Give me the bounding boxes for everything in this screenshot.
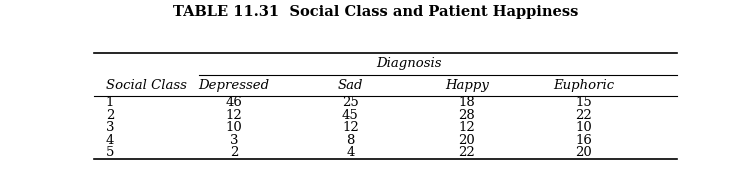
Text: 15: 15 — [575, 96, 592, 109]
Text: 2: 2 — [229, 146, 238, 159]
Text: 25: 25 — [342, 96, 359, 109]
Text: 3: 3 — [105, 121, 114, 134]
Text: Happy: Happy — [445, 79, 489, 92]
Text: 1: 1 — [105, 96, 114, 109]
Text: 10: 10 — [226, 121, 242, 134]
Text: 28: 28 — [459, 108, 475, 122]
Text: 2: 2 — [105, 108, 114, 122]
Text: 45: 45 — [342, 108, 359, 122]
Text: 12: 12 — [226, 108, 242, 122]
Text: Euphoric: Euphoric — [553, 79, 614, 92]
Text: 18: 18 — [459, 96, 475, 109]
Text: 4: 4 — [105, 134, 114, 147]
Text: 16: 16 — [575, 134, 592, 147]
Text: 22: 22 — [459, 146, 475, 159]
Text: 22: 22 — [575, 108, 592, 122]
Text: 5: 5 — [105, 146, 114, 159]
Text: 8: 8 — [346, 134, 355, 147]
Text: Depressed: Depressed — [199, 79, 269, 92]
Text: Social Class: Social Class — [105, 79, 186, 92]
Text: 46: 46 — [226, 96, 242, 109]
Text: Diagnosis: Diagnosis — [376, 57, 441, 70]
Text: 20: 20 — [575, 146, 592, 159]
Text: 3: 3 — [229, 134, 238, 147]
Text: Sad: Sad — [338, 79, 363, 92]
Text: 10: 10 — [575, 121, 592, 134]
Text: 12: 12 — [342, 121, 359, 134]
Text: TABLE 11.31  Social Class and Patient Happiness: TABLE 11.31 Social Class and Patient Hap… — [173, 5, 579, 19]
Text: 12: 12 — [459, 121, 475, 134]
Text: 4: 4 — [346, 146, 355, 159]
Text: 20: 20 — [459, 134, 475, 147]
